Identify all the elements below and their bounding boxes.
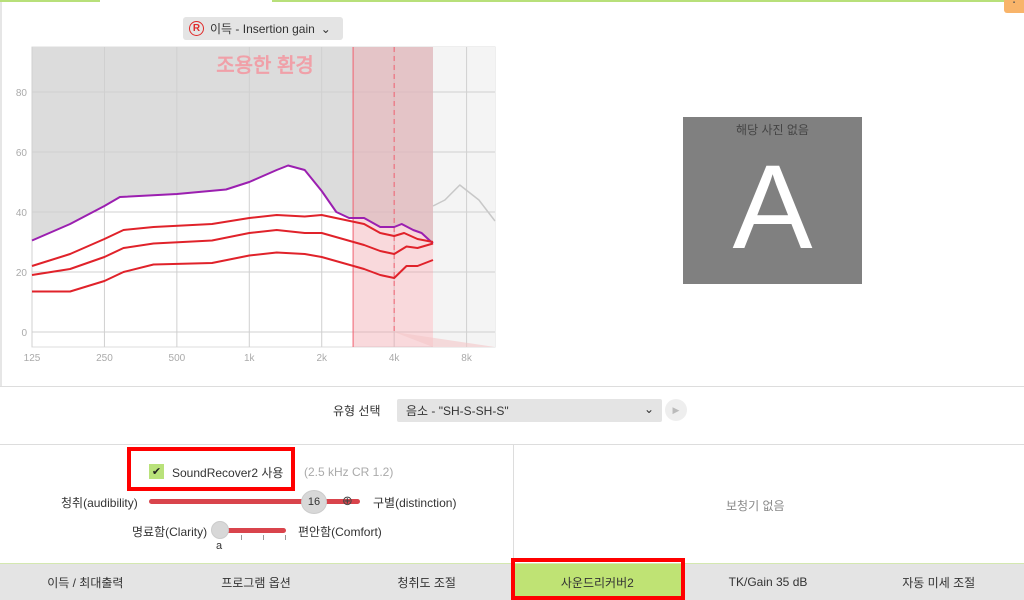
- registered-r-icon: R: [189, 21, 204, 36]
- compression-wedge: [394, 332, 495, 347]
- max-output-area: [32, 47, 433, 244]
- corner-badge[interactable]: ▪: [1004, 0, 1024, 13]
- soundrecover-checkbox[interactable]: ✔: [149, 464, 164, 479]
- audibility-slider-track[interactable]: [149, 499, 360, 504]
- play-icon[interactable]: ▶: [665, 399, 687, 421]
- curve-input-spectrum: [432, 184, 496, 222]
- no-device-text: 보청기 없음: [726, 499, 785, 513]
- tab-soundrecover2[interactable]: 사운드리커버2: [512, 564, 683, 600]
- panel-divider: [513, 445, 514, 563]
- x-tick-label: 500: [169, 353, 186, 364]
- x-tick-label: 250: [96, 353, 113, 364]
- curve-limit: [31, 164, 434, 245]
- soundrecover-region: [353, 47, 433, 347]
- curve-soft: [32, 251, 434, 293]
- y-tick-label: 20: [16, 268, 28, 279]
- out-of-range-area: [432, 47, 495, 347]
- x-tick-label: 2k: [316, 353, 328, 364]
- clarity-value: a: [216, 540, 223, 552]
- target-icon: ⊕: [342, 493, 353, 508]
- divider: [0, 444, 1024, 445]
- slider-tick: [241, 535, 242, 540]
- x-tick-label: 4k: [389, 353, 401, 364]
- audibility-label: 청취(audibility): [61, 496, 138, 510]
- left-edge: [0, 2, 2, 387]
- type-select-dropdown[interactable]: 음소 - "SH-S-SH-S" ⌄: [397, 399, 662, 422]
- top-accent-bar: [0, 0, 1024, 2]
- comfort-label: 편안함(Comfort): [298, 525, 382, 539]
- y-tick-label: 40: [16, 208, 28, 219]
- chevron-down-icon: ⌄: [643, 402, 654, 416]
- soundrecover-label: SoundRecover2 사용: [172, 466, 284, 480]
- type-select-value: 음소 - "SH-S-SH-S": [406, 404, 509, 418]
- y-tick-label: 80: [16, 88, 28, 99]
- watermark-text: 조용한 환경: [216, 54, 314, 77]
- image-letter: A: [732, 140, 813, 274]
- tab-gain-mpo[interactable]: 이득 / 최대출력: [47, 575, 124, 590]
- slider-tick: [285, 535, 286, 540]
- clarity-label: 명료함(Clarity): [132, 525, 208, 539]
- soundrecover-info: (2.5 kHz CR 1.2): [304, 465, 394, 479]
- slider-tick: [263, 535, 264, 540]
- type-select-label: 유형 선택: [333, 404, 381, 418]
- y-tick-label: 0: [21, 328, 27, 339]
- tab-audibility[interactable]: 청취도 조절: [397, 575, 456, 590]
- insertion-gain-chart: 0 20 40 60 80 125 250 500 1k 2k 4k 8k 조용한 환경: [16, 46, 496, 364]
- tab-auto-fine-tuning[interactable]: 자동 미세 조절: [902, 575, 976, 590]
- x-tick-label: 125: [24, 353, 41, 364]
- clarity-slider-track[interactable]: [214, 528, 286, 533]
- clarity-slider-knob[interactable]: [211, 521, 229, 539]
- gain-type-dropdown[interactable]: R 이득 - Insertion gain ⌄: [183, 17, 343, 40]
- x-tick-label: 1k: [244, 353, 256, 364]
- tab-tk-gain[interactable]: TK/Gain 35 dB: [728, 575, 808, 589]
- curve-medium: [31, 229, 434, 276]
- x-tick-label: 8k: [461, 353, 473, 364]
- highlight-box: [511, 558, 685, 600]
- audibility-slider-knob[interactable]: 16: [301, 490, 327, 514]
- gain-type-label: 이득 - Insertion gain: [210, 22, 315, 36]
- y-tick-label: 60: [16, 148, 28, 159]
- chevron-down-icon: ⌄: [320, 21, 331, 36]
- curve-loud: [31, 214, 434, 267]
- divider: [0, 386, 1024, 387]
- highlight-box: [127, 447, 295, 491]
- tab-program-options[interactable]: 프로그램 옵션: [221, 575, 291, 590]
- image-panel: 해당 사진 없음 A: [683, 117, 862, 284]
- no-image-text: 해당 사진 없음: [736, 123, 809, 137]
- distinction-label: 구별(distinction): [373, 496, 457, 510]
